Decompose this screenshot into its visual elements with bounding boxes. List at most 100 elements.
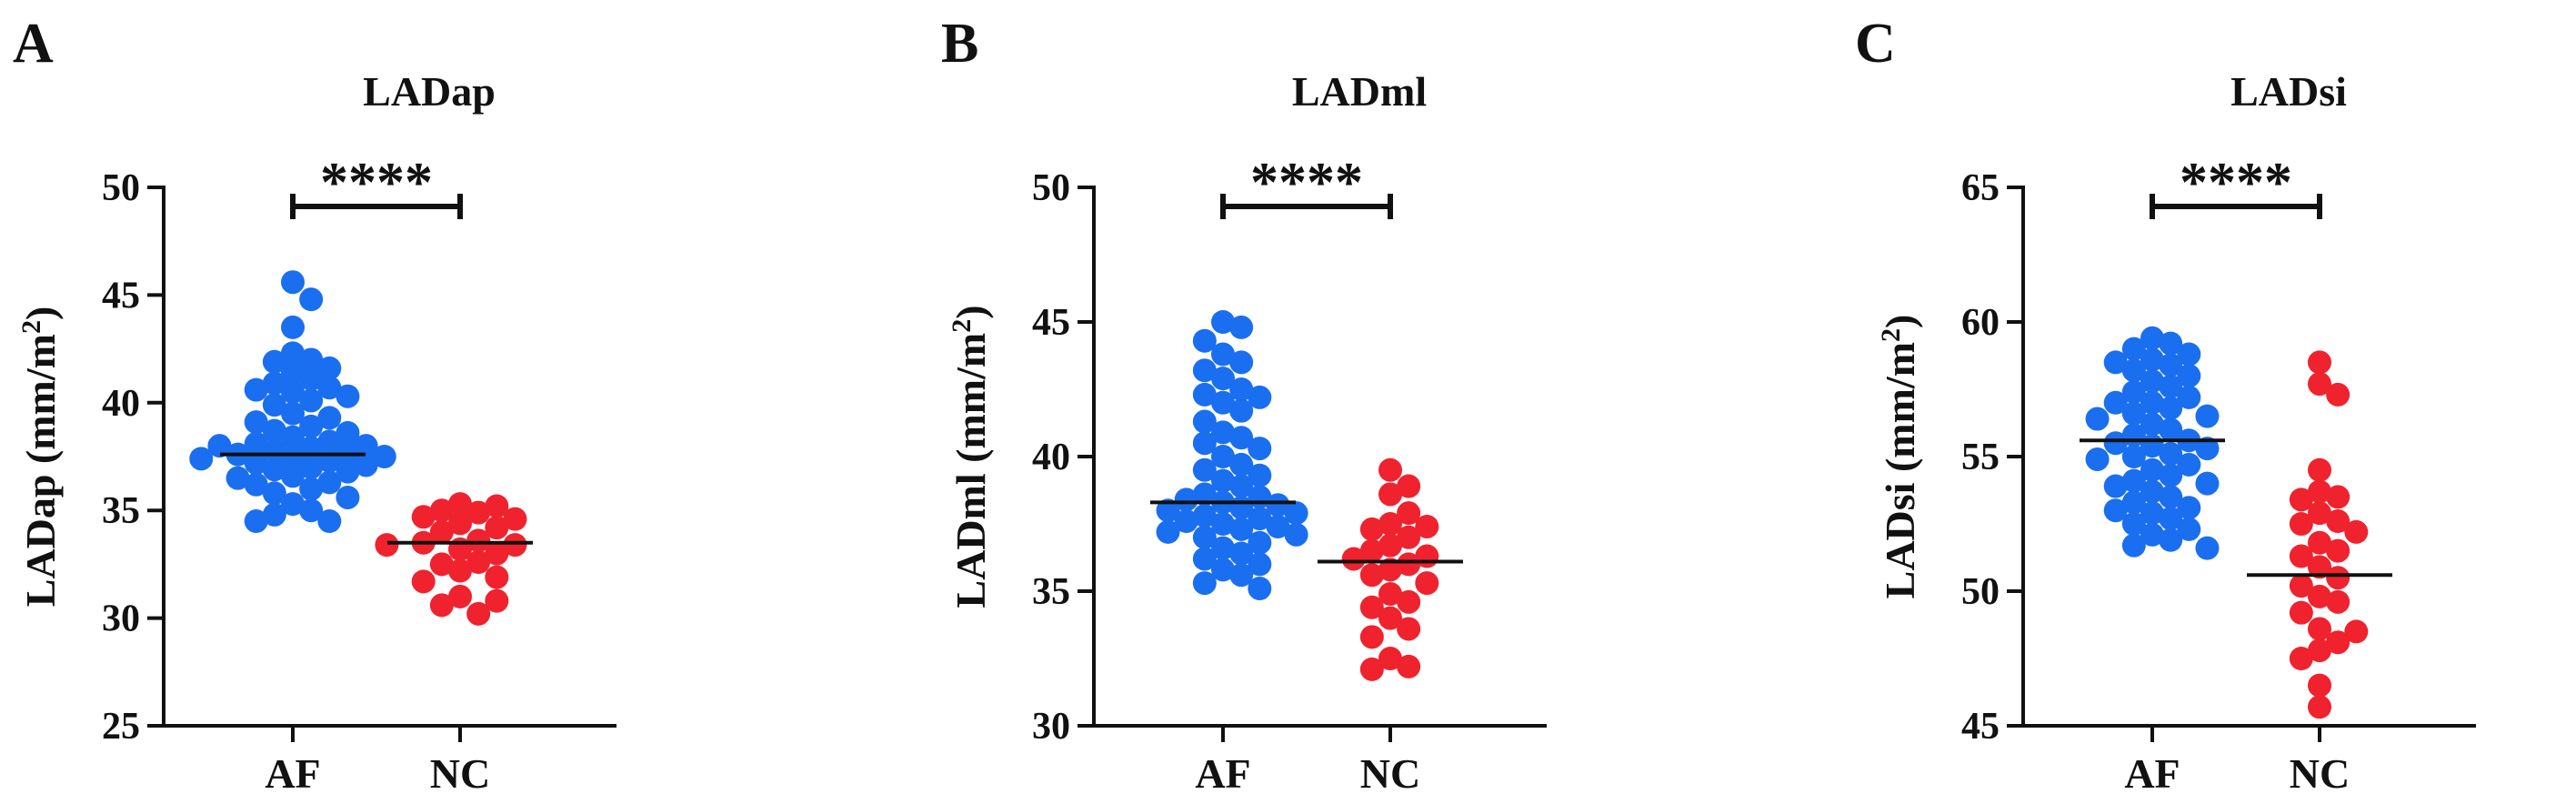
data-point-af [1211, 390, 1235, 415]
x-tick-label-nc: NC [1360, 750, 1420, 797]
data-point-af [244, 451, 268, 476]
data-point-af [1266, 514, 1290, 538]
data-point-af [1229, 377, 1254, 401]
data-point-af [2159, 375, 2183, 399]
data-point-af [2121, 468, 2146, 493]
data-point-af [281, 401, 305, 426]
chart-title: LADml [1292, 68, 1427, 115]
data-point-nc [1378, 512, 1402, 536]
y-tick-label: 45 [102, 275, 140, 317]
data-point-af [281, 341, 305, 366]
x-tick-label-nc: NC [430, 750, 490, 797]
panel-letter: B [941, 13, 978, 75]
data-point-af [1248, 552, 1272, 577]
data-point-af [336, 459, 360, 484]
data-point-af [1211, 558, 1235, 582]
data-point-af [2140, 326, 2164, 350]
data-point-af [1211, 342, 1235, 367]
data-point-af [1248, 530, 1272, 555]
data-point-nc [503, 533, 527, 558]
data-point-af [1229, 315, 1254, 339]
data-point-af [1248, 507, 1272, 531]
data-point-af [1192, 409, 1217, 434]
data-point-af [2140, 390, 2164, 415]
data-point-nc [2308, 584, 2331, 608]
significance-label: **** [320, 152, 433, 214]
data-point-af [2140, 347, 2164, 372]
panel-letter: C [1855, 13, 1896, 75]
data-point-nc [2289, 574, 2313, 598]
y-tick-label: 35 [102, 490, 140, 532]
data-point-af [2159, 417, 2183, 442]
data-point-af [317, 429, 342, 454]
data-point-nc [1359, 625, 1384, 649]
data-point-af [2159, 507, 2183, 531]
data-point-af [2121, 512, 2146, 536]
data-point-af [281, 445, 305, 468]
x-tick-label-af: AF [2124, 750, 2180, 797]
data-point-nc [466, 550, 491, 575]
data-point-af [262, 393, 286, 417]
data-point-af [1192, 482, 1217, 507]
data-point-nc [2308, 695, 2331, 719]
data-point-af [281, 270, 305, 295]
x-tick-label-nc: NC [2290, 750, 2350, 797]
data-point-af [317, 406, 342, 430]
data-point-af [2103, 498, 2128, 523]
data-point-af [2159, 396, 2183, 420]
x-tick-label-af: AF [265, 750, 320, 797]
data-point-nc [1397, 617, 1421, 641]
data-point-nc [2308, 555, 2331, 579]
y-tick-label: 25 [102, 706, 140, 748]
data-point-af [1192, 358, 1217, 383]
data-point-af [1211, 420, 1235, 445]
data-point-nc [2326, 538, 2350, 563]
data-point-af [262, 371, 286, 396]
data-point-af [226, 466, 250, 490]
data-point-nc [2344, 519, 2369, 544]
data-point-nc [1397, 525, 1421, 549]
y-tick-label: 55 [1961, 437, 2000, 478]
data-point-nc [1378, 581, 1402, 606]
data-point-af [2121, 401, 2146, 426]
data-point-nc [429, 593, 454, 618]
panel-letter: A [13, 13, 54, 75]
data-point-af [1156, 519, 1180, 544]
data-point-nc [448, 492, 472, 517]
data-point-nc [2289, 512, 2313, 536]
data-point-nc [1415, 571, 1439, 596]
data-point-af [1192, 504, 1217, 528]
data-point-af [1284, 522, 1308, 547]
data-point-af [2159, 442, 2183, 467]
data-point-af [2177, 496, 2201, 520]
data-point-af [2085, 407, 2110, 431]
data-point-nc [2289, 647, 2313, 670]
data-point-nc [375, 533, 399, 558]
data-point-af [1248, 463, 1272, 487]
data-point-nc [2289, 487, 2313, 512]
data-point-af [2177, 385, 2201, 409]
data-point-af [2195, 536, 2220, 560]
y-tick-label: 50 [1032, 167, 1070, 209]
data-point-nc [1359, 538, 1384, 563]
data-point-af [281, 464, 305, 488]
data-point-nc [429, 552, 454, 577]
data-point-af [281, 360, 305, 385]
data-point-nc [411, 505, 436, 529]
y-tick-label: 40 [102, 383, 140, 425]
data-point-af [1156, 498, 1180, 523]
data-point-af [354, 434, 378, 458]
data-point-af [336, 384, 360, 408]
data-point-nc [1378, 482, 1402, 507]
data-point-af [1211, 310, 1235, 334]
data-point-af [1211, 445, 1235, 468]
y-tick-label: 30 [1032, 706, 1070, 748]
y-tick-label: 65 [1961, 167, 2000, 209]
data-point-af [2159, 463, 2183, 487]
data-point-af [299, 367, 324, 391]
data-point-af [2103, 431, 2128, 456]
data-point-nc [485, 565, 509, 589]
data-point-nc [1359, 595, 1384, 619]
data-point-nc [2289, 600, 2313, 625]
data-point-nc [1397, 501, 1421, 526]
